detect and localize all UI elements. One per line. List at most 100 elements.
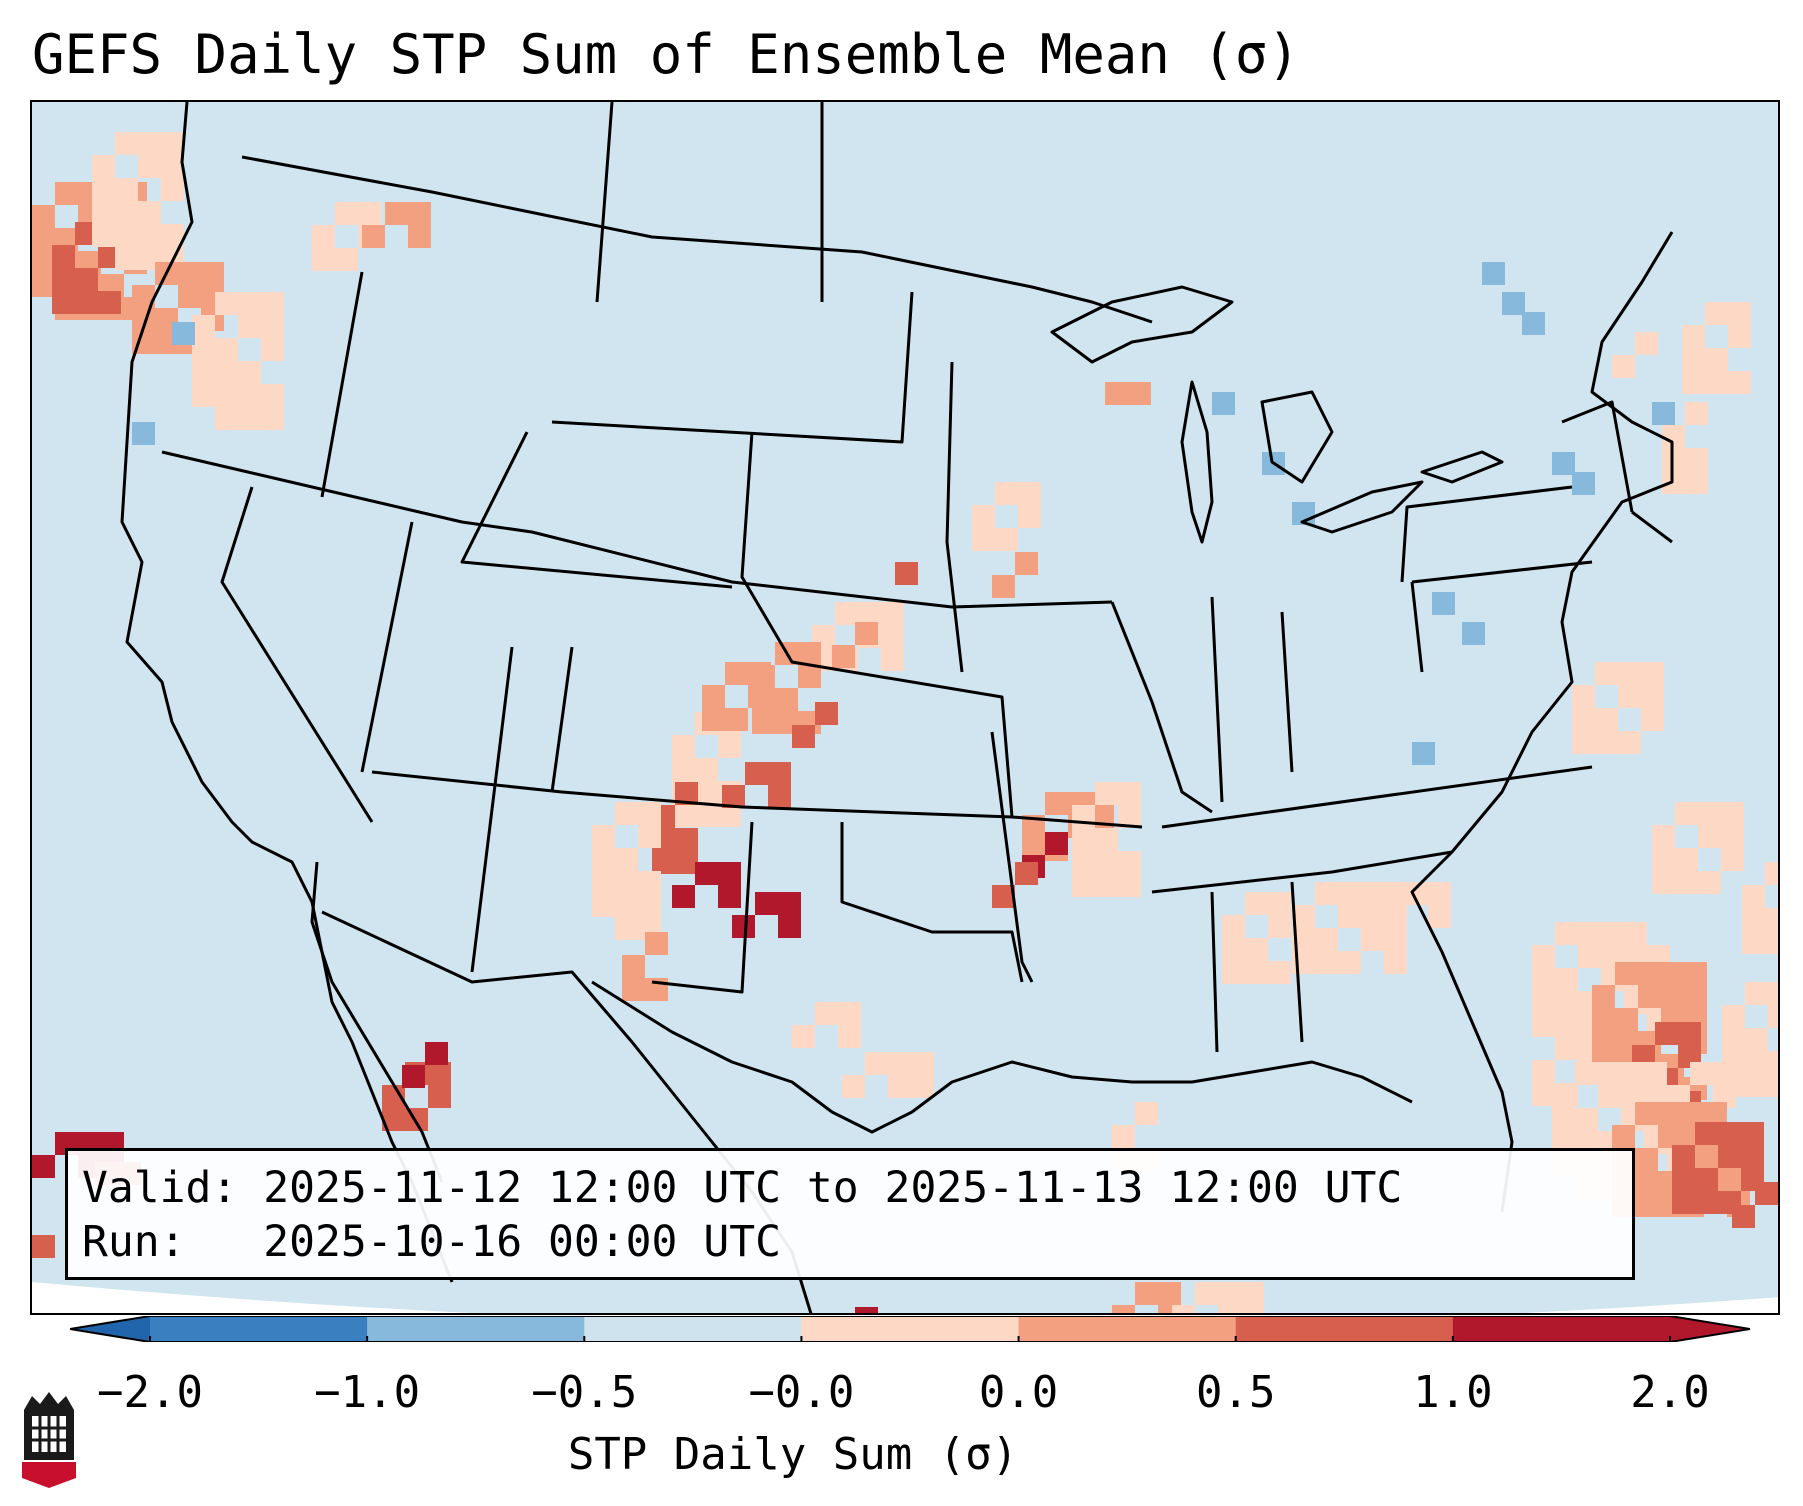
anomaly-cell: [1218, 1305, 1241, 1313]
colorbar-tick-label: 1.0: [1413, 1367, 1493, 1418]
anomaly-cell: [98, 291, 121, 314]
anomaly-cell: [1462, 622, 1485, 645]
anomaly-cell: [1682, 325, 1705, 348]
anomaly-cell: [1635, 1102, 1658, 1125]
anomaly-cell: [1118, 874, 1141, 897]
anomaly-cell: [1742, 908, 1765, 931]
anomaly-cell: [1765, 908, 1778, 931]
anomaly-cell: [1532, 991, 1555, 1014]
anomaly-cell: [895, 562, 918, 585]
anomaly-cell: [615, 848, 638, 871]
anomaly-cell: [32, 205, 55, 228]
colorbar-tick-label: 0.5: [1195, 1367, 1276, 1418]
anomaly-cell: [1661, 985, 1684, 1008]
anomaly-cell: [1338, 951, 1361, 974]
anomaly-cell: [382, 1085, 405, 1108]
colorbar-segment: [1235, 1316, 1454, 1342]
anomaly-cell: [1361, 882, 1384, 905]
anomaly-cell: [645, 932, 668, 955]
anomaly-cell: [192, 384, 215, 407]
run-label: Run:: [82, 1217, 186, 1267]
anomaly-cell: [1015, 552, 1038, 575]
anomaly-cell: [1672, 1168, 1695, 1191]
anomaly-cell: [1635, 1194, 1658, 1217]
anomaly-cell: [1718, 1145, 1741, 1168]
anomaly-cell: [408, 225, 431, 248]
anomaly-cell: [1338, 905, 1361, 928]
map-panel[interactable]: [30, 100, 1780, 1315]
anomaly-cell: [1695, 1191, 1718, 1214]
anomaly-cell: [1135, 1102, 1158, 1125]
anomaly-cell: [1768, 1051, 1778, 1074]
anomaly-cell: [718, 862, 741, 885]
anomaly-cell: [1644, 1062, 1667, 1085]
west-coast-outline: [120, 102, 454, 1283]
anomaly-cell: [672, 885, 695, 908]
map-background: [32, 102, 1778, 1313]
anomaly-cell: [1552, 452, 1575, 475]
anomaly-cell: [115, 178, 138, 201]
anomaly-cell: [1742, 885, 1765, 908]
anomaly-cell: [672, 735, 695, 758]
anomaly-cell: [1268, 961, 1291, 984]
anomaly-cell: [1118, 805, 1141, 828]
anomaly-cell: [1765, 862, 1778, 885]
anomaly-cell: [1718, 1122, 1741, 1145]
anomaly-cell: [1095, 782, 1118, 805]
anomaly-cell: [725, 708, 748, 731]
anomaly-cell: [1755, 1182, 1778, 1205]
anomaly-cell: [1635, 332, 1658, 355]
anomaly-cell: [1552, 1108, 1575, 1131]
colorbar-segments: [70, 1316, 1750, 1342]
anomaly-cell: [238, 361, 261, 384]
anomaly-cell: [1662, 425, 1685, 448]
anomaly-cell: [1635, 1171, 1658, 1194]
anomaly-cell: [115, 224, 138, 247]
anomaly-cell: [1338, 882, 1361, 905]
colorbar-tick-label: −2.0: [97, 1367, 203, 1418]
anomaly-cell: [702, 685, 725, 708]
anomaly-cell: [695, 862, 718, 885]
anomaly-cell: [192, 338, 215, 361]
anomaly-cell: [1112, 1125, 1135, 1148]
anomaly-cell: [1661, 962, 1684, 985]
anomaly-cell: [1575, 1062, 1598, 1085]
anomaly-cell: [615, 871, 638, 894]
anomaly-cell: [1658, 1102, 1681, 1125]
anomaly-cell: [1681, 1102, 1704, 1125]
anomaly-cell: [1241, 1282, 1264, 1305]
anomaly-cell: [1315, 928, 1338, 951]
anomaly-cell: [192, 315, 215, 338]
anomaly-cell: [138, 224, 161, 247]
anomaly-cell: [1618, 731, 1641, 754]
anomaly-cell: [972, 528, 995, 551]
anomaly-cell: [261, 315, 284, 338]
colorbar-label: STP Daily Sum (σ): [567, 1429, 1019, 1480]
anomaly-cell: [138, 155, 161, 178]
anomaly-cell: [1745, 1051, 1768, 1074]
anomaly-cell: [261, 292, 284, 315]
anomaly-cell: [615, 917, 638, 940]
anomaly-cell: [842, 1075, 865, 1098]
anomaly-cell: [1682, 371, 1705, 394]
anomaly-cell: [32, 228, 55, 251]
anomaly-cell: [1598, 1062, 1621, 1085]
anomaly-cell: [1428, 905, 1451, 928]
anomaly-cell: [1555, 1037, 1578, 1060]
anomaly-cell: [1672, 1191, 1695, 1214]
anomaly-cell: [428, 1062, 451, 1085]
anomaly-cell: [201, 262, 224, 285]
lake-ontario-outline: [1420, 450, 1504, 484]
anomaly-cell: [32, 1155, 55, 1178]
anomaly-cell: [1618, 662, 1641, 685]
valid-row: Valid: 2025-11-12 12:00 UTC to 2025-11-1…: [82, 1161, 1618, 1215]
anomaly-cell: [138, 132, 161, 155]
lake-superior-outline: [1050, 285, 1234, 364]
anomaly-cell: [1742, 931, 1765, 954]
anomaly-cell: [881, 625, 904, 648]
anomaly-cell: [672, 758, 695, 781]
anomaly-cell: [1045, 832, 1068, 855]
anomaly-cell: [615, 894, 638, 917]
anomaly-cell: [1532, 1014, 1555, 1037]
anomaly-cell: [1652, 871, 1675, 894]
